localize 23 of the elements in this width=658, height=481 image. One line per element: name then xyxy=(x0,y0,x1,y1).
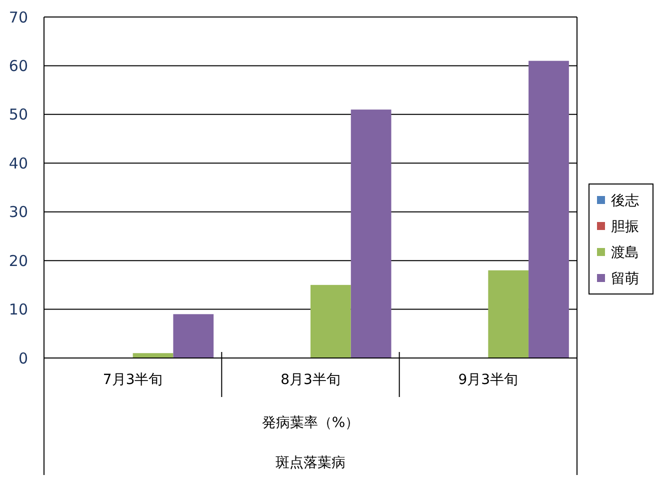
y-tick-label: 60 xyxy=(8,56,28,75)
y-tick-label: 70 xyxy=(8,8,28,26)
legend-label: 胆振 xyxy=(611,218,639,235)
y-tick-label: 40 xyxy=(8,154,28,172)
y-tick-label: 50 xyxy=(8,106,28,124)
legend-label: 留萌 xyxy=(611,270,639,287)
bar xyxy=(132,353,174,358)
bar xyxy=(488,270,529,358)
text: 斑点落葉病 xyxy=(276,455,346,471)
bar xyxy=(310,284,351,358)
x-tick-label: 8月3半旬 xyxy=(280,372,340,388)
bar xyxy=(350,110,392,358)
bar xyxy=(528,60,569,358)
legend-label: 渡島 xyxy=(611,244,639,261)
y-tick-label: 20 xyxy=(8,252,28,270)
x-tick-label: 7月3半旬 xyxy=(102,372,163,388)
legend-label: 後志 xyxy=(611,192,639,209)
x-tick-label: 9月3半旬 xyxy=(458,372,518,388)
x-axis-title: 発病葉率（%） xyxy=(262,415,360,431)
bar xyxy=(173,314,214,358)
y-tick-label: 0 xyxy=(18,349,28,368)
y-tick-label: 30 xyxy=(8,203,28,222)
y-tick-label: 10 xyxy=(8,300,28,319)
